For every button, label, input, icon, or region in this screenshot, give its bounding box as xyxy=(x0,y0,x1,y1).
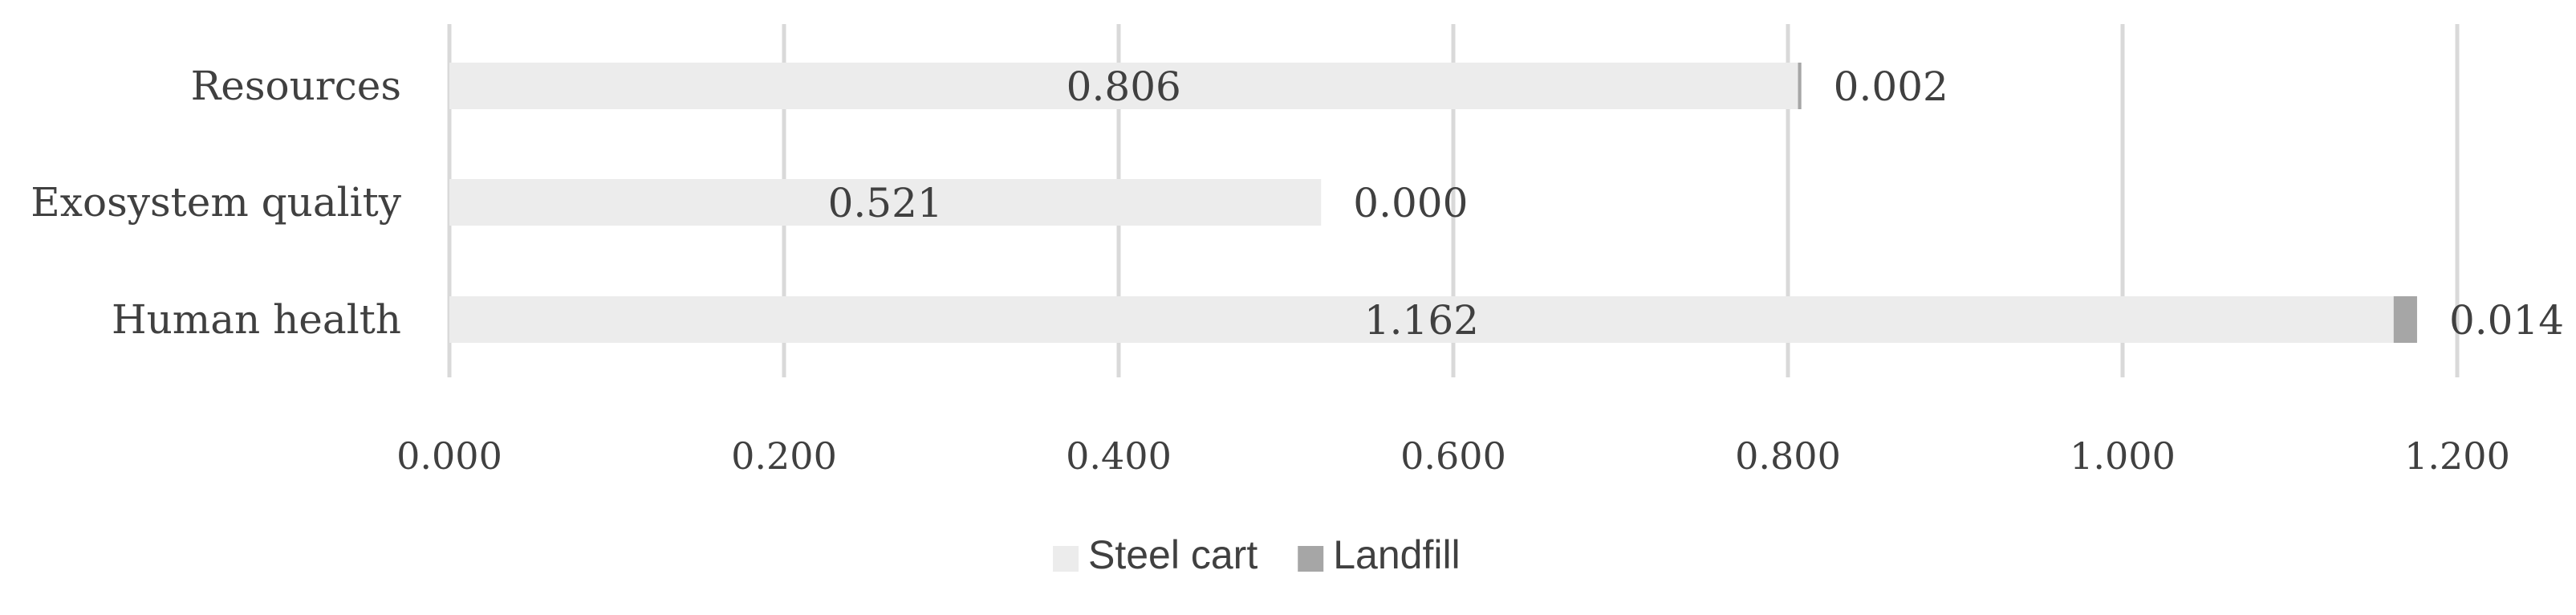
data-label-landfill: 0.002 xyxy=(1834,63,1948,110)
x-tick-label: 0.000 xyxy=(396,434,502,478)
value-axis: 0.000 0.200 0.400 0.600 0.800 1.000 1.200 xyxy=(396,434,2510,478)
legend: Steel cart Landfill xyxy=(1053,532,1461,577)
x-tick-label: 1.200 xyxy=(2404,434,2510,478)
x-tick-label: 0.800 xyxy=(1735,434,1841,478)
category-label: Human health xyxy=(112,296,401,343)
data-label-steel-cart: 0.521 xyxy=(828,180,943,226)
x-tick-label: 0.400 xyxy=(1066,434,1172,478)
bar-steel-cart xyxy=(449,63,1798,109)
data-labels: 1.162 0.014 0.521 0.000 0.806 0.002 xyxy=(828,63,2565,344)
data-label-landfill: 0.014 xyxy=(2449,297,2564,344)
x-tick-label: 0.200 xyxy=(731,434,837,478)
legend-swatch xyxy=(1053,546,1079,572)
legend-label: Steel cart xyxy=(1088,532,1258,577)
bar-steel-cart xyxy=(449,296,2394,343)
category-label: Exosystem quality xyxy=(30,179,401,226)
legend-swatch xyxy=(1298,546,1324,572)
category-axis: Human health Exosystem quality Resources xyxy=(30,63,401,343)
x-tick-label: 1.000 xyxy=(2070,434,2176,478)
legend-label: Landfill xyxy=(1333,532,1460,577)
data-label-steel-cart: 1.162 xyxy=(1364,297,1479,344)
bar-landfill xyxy=(2393,296,2417,343)
data-label-landfill: 0.000 xyxy=(1353,180,1468,226)
bars xyxy=(449,63,2417,343)
category-label: Resources xyxy=(191,63,401,109)
data-label-steel-cart: 0.806 xyxy=(1067,63,1181,110)
bar-landfill xyxy=(1798,63,1802,109)
x-tick-label: 0.600 xyxy=(1400,434,1506,478)
bar-steel-cart xyxy=(449,179,1322,226)
